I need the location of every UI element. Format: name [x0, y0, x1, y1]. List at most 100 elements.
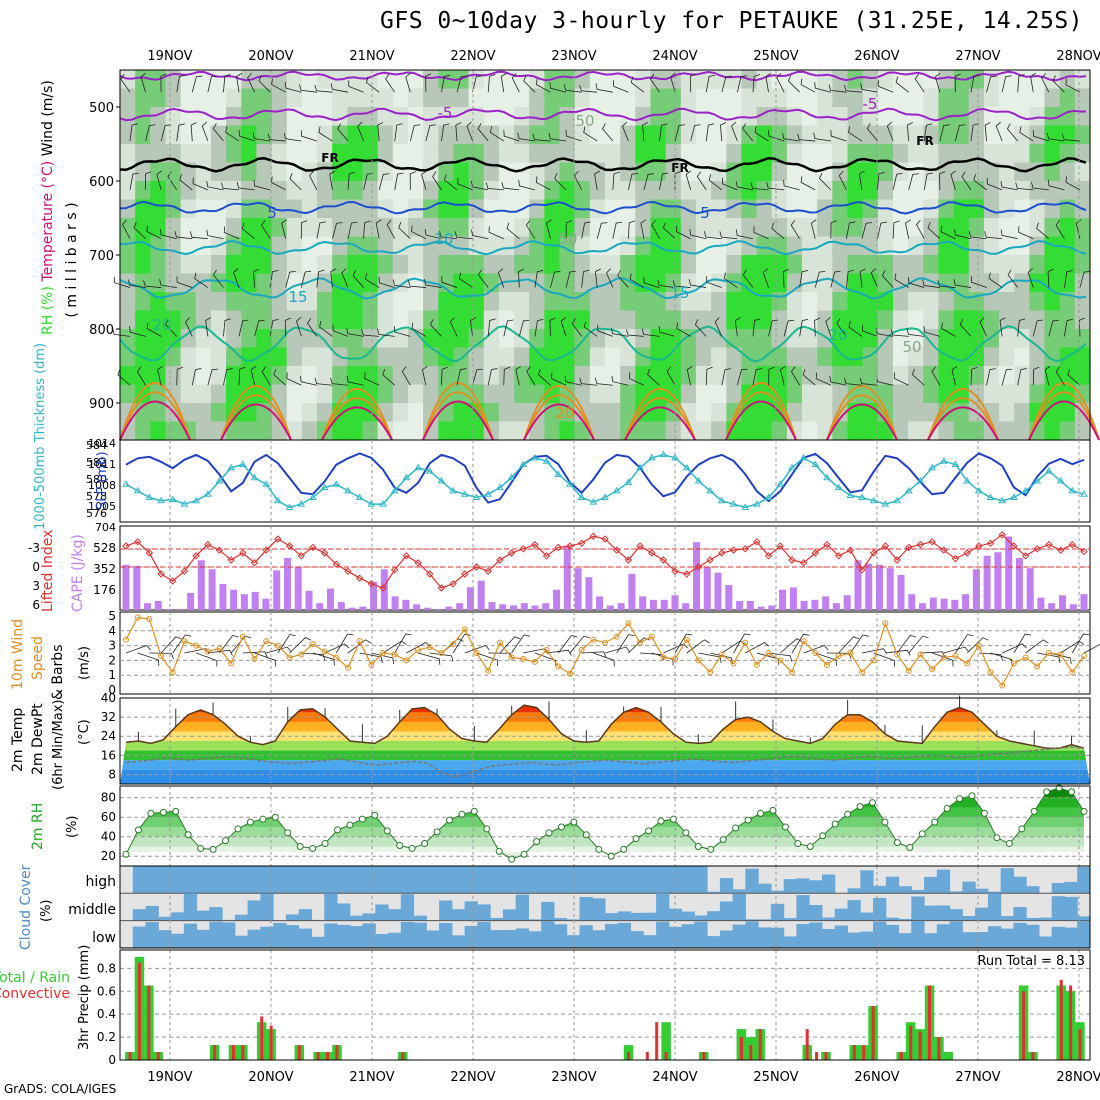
cape-bar [983, 555, 991, 610]
rh-shade-cell [680, 162, 697, 182]
rh-shade-cell [423, 218, 439, 238]
rh-shade-cell [271, 255, 288, 275]
thickness-point [554, 470, 563, 477]
cloud-cell [732, 889, 746, 894]
rh-shade-cell [408, 255, 424, 275]
rh-shade-cell [1044, 310, 1061, 330]
wind-speed-point [123, 636, 129, 643]
cloud-cell [1051, 896, 1065, 921]
wind-barb [782, 132, 800, 142]
lifted-index-point [916, 540, 925, 549]
wind-barb [1000, 229, 1018, 240]
wind-speed-point [823, 661, 830, 668]
rh-shade-cell [574, 70, 591, 90]
y-tick-label: 80 [101, 791, 116, 805]
cloud-cell [260, 866, 274, 894]
precip-convective-bar [232, 1045, 235, 1060]
wind-barb [911, 368, 925, 386]
rh-shade-cell [498, 292, 515, 312]
rh-shade-cell [923, 125, 940, 145]
rh-shade-cell [210, 384, 227, 404]
rh-shade-cell [620, 347, 636, 367]
rh-shade-cell [165, 88, 182, 108]
wind-speed-point [1057, 651, 1064, 658]
rh-shade-cell [392, 107, 409, 127]
wind-speed-point [134, 614, 141, 621]
y-tick-label: 40 [101, 691, 116, 705]
rh-shade-cell [256, 199, 273, 219]
cloud-cell [362, 923, 376, 948]
cloud-cell [209, 907, 223, 921]
rh-shade-cell [862, 88, 879, 108]
rh-shade-cell [741, 125, 758, 145]
rh-shade-cell [1014, 384, 1030, 404]
precip-convective-bar [862, 1045, 866, 1060]
lifted-index-point [542, 552, 551, 560]
rh-shade-cell [923, 273, 940, 293]
rh-shade-cell [711, 199, 727, 219]
rh-shade-cell [756, 329, 773, 349]
rh-shade-cell [210, 255, 227, 275]
rh-shade-cell [483, 403, 500, 423]
wind-barb [176, 366, 184, 386]
wind-barb [487, 368, 498, 386]
wind-barb [650, 73, 660, 93]
rh-point [694, 842, 702, 850]
rh-shade-cell [832, 181, 849, 201]
rh-shade-cell [150, 384, 167, 404]
wind-barb [643, 173, 655, 190]
wind-speed-point [461, 626, 468, 633]
lifted-index-point [612, 546, 621, 554]
wind-barb [1079, 270, 1091, 288]
lifted-index-point [951, 554, 960, 563]
thickness-point [636, 463, 644, 471]
wind-barb-10m [1002, 643, 1027, 654]
precip-convective-bar [316, 1052, 320, 1060]
wind-barb [296, 317, 302, 337]
wind-barb [456, 368, 467, 386]
rh-shade-cell [377, 144, 394, 164]
temperature-contour [119, 240, 1087, 256]
cape-bar [865, 563, 873, 610]
rh-shade-cell [771, 366, 788, 386]
warm-contour [826, 394, 898, 441]
cloud-cell [1038, 917, 1053, 921]
rh-shade-cell [301, 329, 318, 349]
wind-barb [299, 84, 317, 93]
rh-shade-cell [423, 88, 439, 108]
rh-shade-cell [362, 273, 379, 293]
temperature-contour [119, 156, 1087, 173]
rh-shade-cell [483, 162, 500, 182]
rh-shade-cell [256, 88, 273, 108]
wind-barb [1032, 366, 1040, 386]
warm-contour [523, 403, 595, 441]
wind-barb [846, 221, 856, 239]
x-tick-label-bottom: 22NOV [450, 1070, 495, 1085]
rh-shade-cell [574, 329, 591, 349]
wind-barb [392, 279, 411, 288]
precip-convective-bar [871, 1006, 875, 1060]
wind-barb [489, 126, 504, 142]
cape-bar [165, 608, 173, 610]
rh-shade-cell [286, 88, 303, 108]
rh-shade-cell [195, 329, 212, 349]
wind-barb [477, 269, 489, 288]
wind-barb [782, 268, 789, 288]
cape-bar [133, 565, 141, 610]
wind-barb [765, 73, 772, 93]
wind-barb-10m [815, 652, 837, 667]
rh-point [147, 809, 155, 817]
rh-shade-cell [589, 144, 606, 164]
rh-point [669, 815, 677, 823]
lifted-index-point [986, 539, 995, 547]
rh-shade-cell [953, 181, 970, 201]
wind-barb [160, 228, 177, 240]
wind-barb-10m [195, 652, 218, 667]
rh-shade-cell [1059, 421, 1076, 441]
rh-shade-cell [862, 310, 879, 330]
cape-ylabel-left: Lifted Index [40, 530, 56, 612]
cloud-cell [579, 866, 593, 894]
cape-bar [832, 603, 840, 610]
wind-barb [319, 321, 333, 337]
wind-barb [970, 366, 978, 386]
